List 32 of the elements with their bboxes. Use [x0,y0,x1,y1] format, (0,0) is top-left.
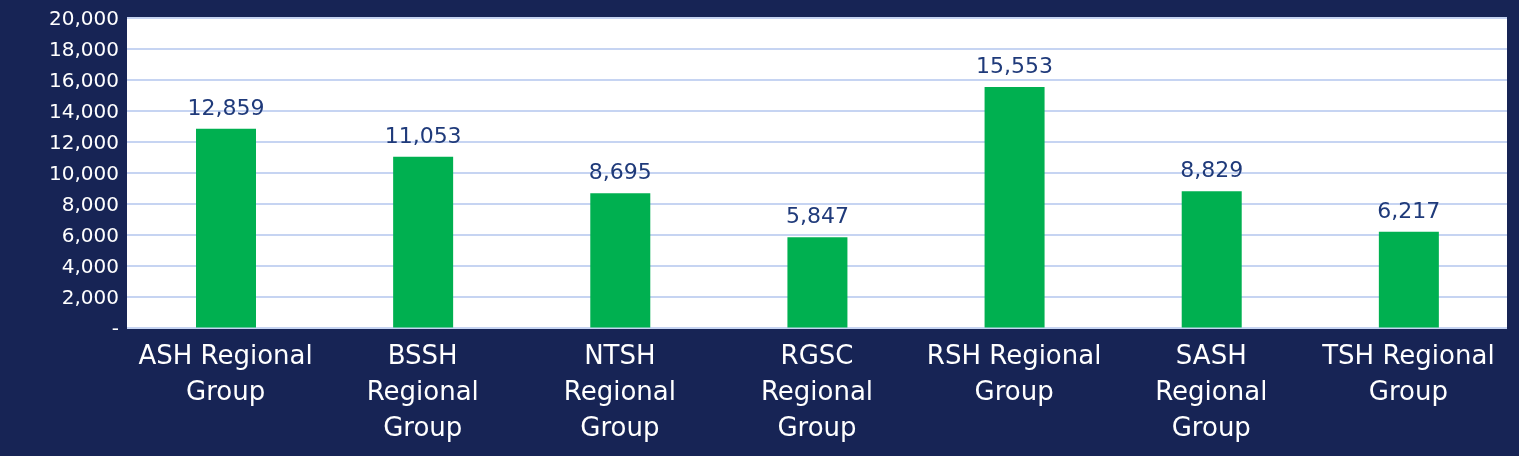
data-label: 8,695 [588,159,652,185]
y-tick-label: 16,000 [49,68,119,93]
bar [393,156,454,328]
x-tick-label: TSH Regional Group [1321,340,1495,406]
data-label: 11,053 [384,122,462,148]
bar [590,193,651,328]
data-label: 6,217 [1377,197,1441,223]
data-label: 8,829 [1180,157,1244,183]
bar [984,86,1045,328]
y-tick-label: - [111,316,119,341]
y-tick-label: 14,000 [49,99,119,124]
bar [1181,191,1242,328]
y-tick-label: 18,000 [49,37,119,62]
x-tick-label: BSSH Regional Group [366,340,479,442]
bar [196,128,256,328]
bar [1378,231,1439,328]
y-tick-label: 12,000 [49,130,119,155]
data-label: 15,553 [976,52,1054,78]
y-tick-label: 4,000 [61,254,119,279]
data-label: 12,859 [187,94,265,120]
x-tick-label: ASH Regional Group [138,340,313,406]
y-tick-label: 8,000 [61,192,119,217]
y-tick-label: 6,000 [61,223,119,248]
data-label: 5,847 [785,203,849,229]
y-tick-label: 20,000 [49,6,119,31]
bar [787,237,848,328]
x-tick-label: RGSC Regional Group [760,340,874,442]
x-tick-label: SASH Regional Group [1155,340,1268,442]
y-tick-label: 10,000 [49,161,119,186]
x-tick-label: RSH Regional Group [926,340,1102,406]
y-tick-label: 2,000 [61,285,119,310]
x-tick-label: NTSH Regional Group [563,340,676,442]
